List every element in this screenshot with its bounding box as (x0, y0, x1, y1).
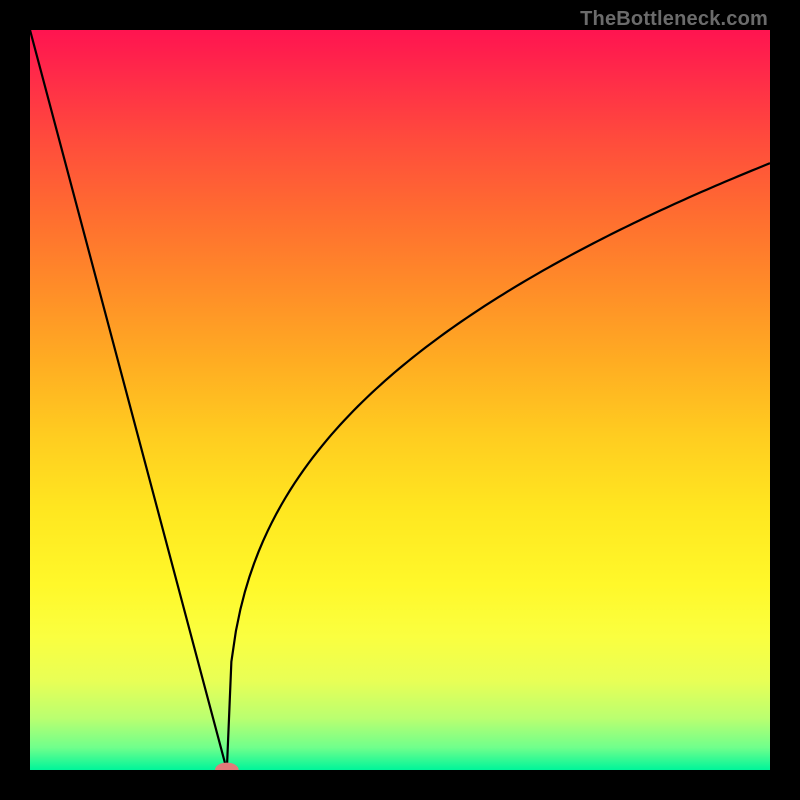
optimal-marker (215, 763, 239, 770)
watermark-text: TheBottleneck.com (580, 8, 768, 31)
curve-layer (30, 30, 770, 770)
plot-area (30, 30, 770, 770)
chart-frame: TheBottleneck.com (0, 0, 800, 800)
bottleneck-curve (30, 30, 770, 770)
